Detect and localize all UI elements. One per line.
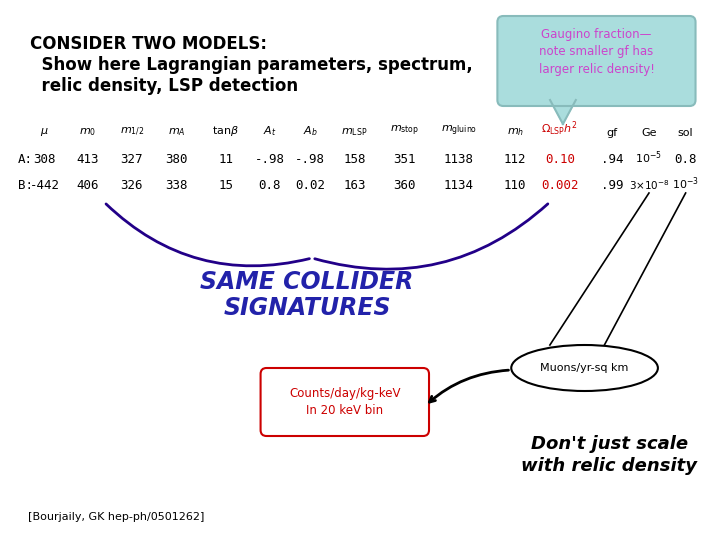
Text: $m_h$: $m_h$	[507, 126, 524, 138]
Text: Show here Lagrangian parameters, spectrum,: Show here Lagrangian parameters, spectru…	[30, 56, 472, 74]
Polygon shape	[550, 100, 576, 124]
Text: $m_{\rm stop}$: $m_{\rm stop}$	[390, 124, 419, 138]
FancyBboxPatch shape	[261, 368, 429, 436]
FancyBboxPatch shape	[498, 16, 696, 106]
Text: 110: 110	[504, 179, 526, 192]
Text: Gaugino fraction—
note smaller gf has
larger relic density!: Gaugino fraction— note smaller gf has la…	[539, 28, 654, 76]
Text: $\mu$: $\mu$	[40, 126, 49, 138]
Text: A:: A:	[18, 153, 33, 166]
Text: 326: 326	[120, 179, 143, 192]
Text: 308: 308	[33, 153, 56, 166]
Text: 380: 380	[165, 153, 188, 166]
Text: 0.002: 0.002	[541, 179, 579, 192]
Text: $A_t$: $A_t$	[263, 124, 276, 138]
Text: .94: .94	[601, 153, 624, 166]
Text: $m_{1/2}$: $m_{1/2}$	[120, 126, 144, 138]
Text: 1134: 1134	[444, 179, 474, 192]
Text: 338: 338	[165, 179, 188, 192]
Text: -.98: -.98	[295, 153, 325, 166]
Text: -442: -442	[30, 179, 60, 192]
Text: 1138: 1138	[444, 153, 474, 166]
Text: B:: B:	[18, 179, 33, 192]
Text: [Bourjaily, GK hep-ph/0501262]: [Bourjaily, GK hep-ph/0501262]	[28, 512, 204, 522]
Text: $\tan\!\beta$: $\tan\!\beta$	[212, 124, 240, 138]
Text: 360: 360	[393, 179, 415, 192]
Text: 11: 11	[218, 153, 233, 166]
Text: 0.10: 0.10	[545, 153, 575, 166]
Text: Don't just scale
with relic density: Don't just scale with relic density	[521, 435, 698, 475]
Text: 0.02: 0.02	[295, 179, 325, 192]
Text: .99: .99	[601, 179, 624, 192]
Text: $3{\times}10^{-8}$: $3{\times}10^{-8}$	[629, 178, 670, 192]
Text: Muons/yr-sq km: Muons/yr-sq km	[541, 363, 629, 373]
Text: sol: sol	[678, 128, 693, 138]
Text: gf: gf	[607, 128, 618, 138]
Text: Counts/day/kg-keV
In 20 keV bin: Counts/day/kg-keV In 20 keV bin	[289, 387, 400, 417]
Text: 158: 158	[343, 153, 366, 166]
Text: CONSIDER TWO MODELS:: CONSIDER TWO MODELS:	[30, 35, 266, 53]
Text: 413: 413	[76, 153, 99, 166]
Text: 0.8: 0.8	[258, 179, 281, 192]
Text: $m_{\rm gluino}$: $m_{\rm gluino}$	[441, 124, 477, 138]
Text: SAME COLLIDER
SIGNATURES: SAME COLLIDER SIGNATURES	[200, 269, 414, 320]
Ellipse shape	[511, 345, 658, 391]
Text: $10^{-5}$: $10^{-5}$	[636, 150, 662, 166]
Text: relic density, LSP detection: relic density, LSP detection	[30, 77, 298, 95]
Text: $m_A$: $m_A$	[168, 126, 185, 138]
Text: 406: 406	[76, 179, 99, 192]
Text: $A_b$: $A_b$	[302, 124, 318, 138]
Text: 15: 15	[218, 179, 233, 192]
Text: $10^{-3}$: $10^{-3}$	[672, 176, 699, 192]
Text: $m_0$: $m_0$	[78, 126, 96, 138]
Text: Ge: Ge	[642, 128, 657, 138]
Text: 112: 112	[504, 153, 526, 166]
Text: 0.8: 0.8	[675, 153, 697, 166]
Text: $\Omega_{\rm LSP}h^2$: $\Omega_{\rm LSP}h^2$	[541, 119, 578, 138]
Text: 351: 351	[393, 153, 415, 166]
Text: 163: 163	[343, 179, 366, 192]
Text: -.98: -.98	[254, 153, 284, 166]
Text: $m_{\rm LSP}$: $m_{\rm LSP}$	[341, 126, 368, 138]
Text: 327: 327	[120, 153, 143, 166]
